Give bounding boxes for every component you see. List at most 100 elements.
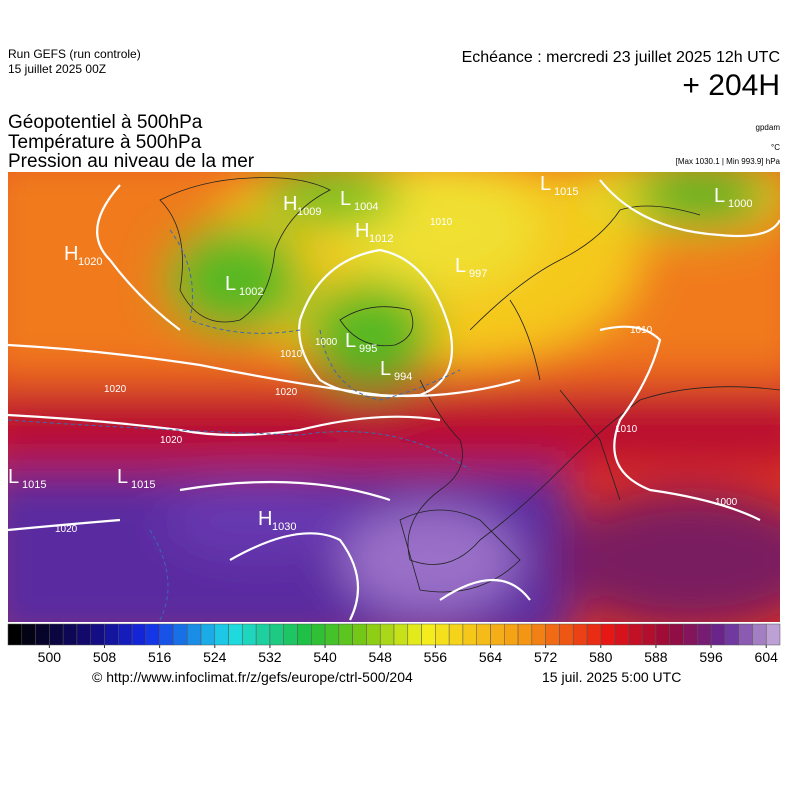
color-swatch [311, 623, 326, 646]
run: Run GEFS (run controle) [8, 47, 141, 61]
colorbar-label: 548 [369, 649, 393, 665]
colorbar: 500 508 516 524 532 540 548 556 564 572 580 588 596 6… [7, 623, 781, 665]
center-value: 1000 [728, 198, 752, 210]
color-swatch [90, 623, 105, 646]
echeance: Echéance : mercredi 23 juillet 2025 12h … [462, 49, 780, 66]
color-swatch [145, 623, 160, 646]
color-swatch [7, 623, 23, 646]
color-swatch [655, 623, 670, 646]
color-swatch [214, 623, 229, 646]
isotherms [8, 229, 471, 621]
color-swatch [586, 623, 602, 646]
color-swatch [352, 623, 367, 646]
center-type: L [714, 185, 725, 207]
isobar-label: 1020 [275, 387, 298, 398]
color-swatch [738, 623, 753, 646]
isobars [8, 179, 780, 621]
isobar-label: 1010 [280, 349, 303, 360]
color-swatch [159, 623, 174, 646]
color-swatch [641, 623, 657, 646]
center-type: L [345, 330, 356, 352]
color-swatch [724, 623, 739, 646]
center-type: H [355, 220, 369, 242]
colorbar-label: 572 [534, 649, 558, 665]
timestamp: 15 juil. 2025 5:00 UTC [542, 669, 681, 685]
color-swatch [669, 623, 684, 646]
colorbar-label: 556 [424, 649, 448, 665]
color-swatch [104, 623, 119, 646]
center-value: 1030 [272, 521, 296, 533]
source-url: © http://www.infoclimat.fr/z/gefs/europe… [92, 669, 413, 685]
isobar-label: 1000 [315, 337, 338, 348]
color-swatch [21, 623, 36, 646]
center-type: L [225, 273, 236, 295]
center-type: L [540, 173, 551, 195]
color-swatch [710, 623, 726, 646]
center-value: 1015 [554, 186, 578, 198]
color-swatch [118, 623, 133, 646]
color-swatch [545, 623, 560, 646]
color-swatch [131, 623, 147, 646]
center-value: 995 [359, 343, 377, 355]
color-swatch [49, 623, 64, 646]
color-swatch [517, 623, 533, 646]
isobar-label: 1020 [55, 524, 78, 535]
color-swatch [62, 623, 78, 646]
color-swatch [269, 623, 284, 646]
color-swatch [35, 623, 50, 646]
color-swatch [448, 623, 464, 646]
center-value: 1004 [354, 201, 378, 213]
run-date: 15 juillet 2025 00Z [8, 62, 106, 76]
center-value: 1015 [131, 479, 155, 491]
isobar-label: 1000 [715, 497, 738, 508]
color-swatch [76, 623, 91, 646]
center-value: 994 [394, 371, 412, 383]
color-swatch [407, 623, 422, 646]
isobar-label: 1010 [430, 217, 453, 228]
field [8, 172, 780, 622]
center-type: L [380, 358, 391, 380]
color-swatch [600, 623, 615, 646]
color-swatch [765, 623, 781, 646]
isobar-label: 1020 [160, 435, 183, 446]
colorbar-label: 500 [38, 649, 62, 665]
color-swatch [697, 623, 712, 646]
colorbar-label: 532 [258, 649, 282, 665]
color-swatch [504, 623, 519, 646]
color-swatch [435, 623, 450, 646]
center-type: L [455, 255, 466, 277]
title: Géopotentiel à 500hPa [8, 112, 203, 133]
isobar-label: 1010 [630, 325, 653, 336]
color-swatch [572, 623, 588, 646]
color-swatch [559, 623, 574, 646]
unit: [Max 1030.1 | Min 993.9] hPa [676, 157, 781, 166]
color-swatch [242, 623, 257, 646]
color-swatch [338, 623, 353, 646]
colorbar-label: 564 [479, 649, 503, 665]
color-swatch [173, 623, 188, 646]
center-type: L [8, 466, 19, 488]
center-type: H [64, 243, 78, 265]
colorbar-label: 540 [313, 649, 337, 665]
color-swatch [324, 623, 340, 646]
center-value: 1012 [369, 233, 393, 245]
center-value: 1020 [78, 256, 102, 268]
color-swatch [366, 623, 381, 646]
colorbar-label: 516 [148, 649, 172, 665]
color-swatch [683, 623, 698, 646]
color-swatch [200, 623, 216, 646]
center-value: 1002 [239, 286, 263, 298]
color-swatch [490, 623, 505, 646]
center-type: H [283, 193, 297, 215]
unit: gpdam [756, 123, 781, 132]
title: Pression au niveau de la mer [8, 151, 255, 172]
center-type: L [340, 188, 351, 210]
color-swatch [228, 623, 243, 646]
colorbar-label: 604 [755, 649, 779, 665]
color-swatch [283, 623, 298, 646]
center-type: L [117, 466, 128, 488]
isobar-label: 1010 [615, 424, 638, 435]
coastlines [159, 177, 780, 593]
color-swatch [476, 623, 491, 646]
